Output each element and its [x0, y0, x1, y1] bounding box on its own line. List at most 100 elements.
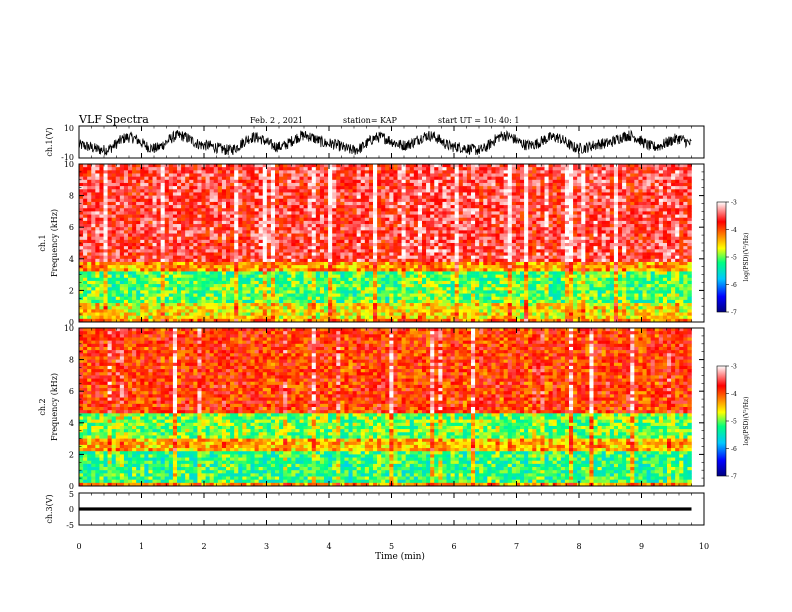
spectrogram-cell: [299, 182, 304, 187]
spectrogram-cell: [226, 208, 231, 212]
spectrogram-cell: [687, 182, 692, 187]
spectrogram-cell: [462, 220, 468, 225]
spectrogram-cell: [417, 208, 423, 212]
spectrogram-cell: [426, 179, 431, 184]
spectrogram-cell: [181, 201, 186, 206]
spectrogram-cell: [458, 236, 464, 241]
spectrogram-cell: [328, 211, 333, 215]
spectrogram-cell: [658, 258, 664, 263]
spectrogram-cell: [626, 258, 631, 263]
spectrogram-cell: [585, 211, 590, 215]
spectrogram-cell: [373, 236, 378, 241]
spectrogram-cell: [675, 220, 680, 225]
spectrogram-cell: [283, 227, 288, 231]
spectrogram-cell: [642, 205, 647, 209]
spectrogram-cell: [585, 261, 590, 266]
spectrogram-cell: [487, 217, 492, 222]
spectrogram-cell: [532, 230, 537, 234]
spectrogram-cell: [209, 170, 215, 174]
spectrogram-cell: [634, 192, 639, 196]
spectrogram-cell: [230, 189, 235, 193]
spectrogram-cell: [140, 201, 145, 206]
spectrogram-cell: [528, 182, 533, 187]
spectrogram-cell: [613, 261, 619, 266]
spectrogram-cell: [626, 261, 631, 266]
spectrogram-cell: [471, 220, 476, 225]
spectrogram-cell: [328, 189, 333, 193]
spectrogram-cell: [634, 258, 639, 263]
spectrogram-cell: [634, 246, 639, 250]
spectrogram-cell: [560, 217, 566, 222]
spectrogram-cell: [356, 182, 362, 187]
spectrogram-cell: [99, 233, 104, 237]
spectrogram-cell: [503, 205, 509, 209]
spectrogram-cell: [91, 227, 96, 231]
spectrogram-cell: [520, 205, 525, 209]
spectrogram-cell: [221, 198, 227, 203]
spectrogram-cell: [552, 201, 558, 206]
spectrogram-cell: [311, 176, 317, 181]
spectrogram-cell: [340, 236, 345, 241]
spectrogram-cell: [291, 167, 296, 171]
spectrogram-cell: [340, 220, 345, 225]
spectrogram-cell: [83, 227, 88, 231]
spectrogram-cell: [593, 201, 598, 206]
spectrogram-cell: [524, 224, 529, 228]
spectrogram-cell: [307, 252, 313, 256]
spectrogram-cell: [136, 198, 141, 203]
spectrogram-cell: [356, 249, 362, 253]
spectrogram-cell: [638, 252, 643, 256]
spectrogram-cell: [299, 214, 304, 219]
spectrogram-cell: [201, 214, 206, 219]
spectrogram-cell: [569, 220, 574, 225]
spectrogram-cell: [352, 217, 357, 222]
spectrogram-cell: [687, 186, 692, 190]
spectrogram-cell: [87, 233, 92, 237]
spectrogram-cell: [577, 205, 582, 209]
spectrogram-cell: [111, 249, 117, 253]
spectrogram-cell: [679, 224, 684, 228]
spectrogram-cell: [581, 195, 586, 200]
spectrogram-cell: [99, 164, 104, 168]
spectrogram-cell: [389, 236, 394, 241]
spectrogram-cell: [136, 214, 141, 219]
spectrogram-cell: [585, 220, 590, 225]
spectrogram-cell: [307, 249, 313, 253]
spectrogram-cell: [540, 249, 545, 253]
spectrogram-cell: [152, 227, 157, 231]
spectrogram-cell: [148, 179, 153, 184]
spectrogram-cell: [136, 265, 141, 269]
spectrogram-cell: [107, 173, 112, 177]
spectrogram-cell: [613, 170, 619, 174]
spectrogram-cell: [430, 243, 435, 247]
spectrogram-cell: [495, 252, 500, 256]
spectrogram-cell: [438, 227, 443, 231]
spectrogram-cell: [291, 198, 296, 203]
spectrogram-cell: [466, 246, 472, 250]
spectrogram-cell: [111, 201, 117, 206]
spectrogram-cell: [638, 205, 643, 209]
spectrogram-cell: [275, 195, 280, 200]
spectrogram-cell: [626, 236, 631, 241]
spectrogram-cell: [634, 205, 639, 209]
spectrogram-cell: [569, 192, 574, 196]
spectrogram-cell: [471, 164, 476, 168]
spectrogram-cell: [483, 192, 488, 196]
spectrogram-cell: [197, 239, 202, 244]
spectrogram-cell: [303, 220, 308, 225]
spectrogram-cell: [426, 252, 431, 256]
spectrogram-cell: [177, 265, 182, 269]
spectrogram-cell: [671, 261, 676, 266]
spectrogram-cell: [177, 195, 182, 200]
spectrogram-cell: [532, 201, 537, 206]
spectrogram-cell: [401, 179, 406, 184]
spectrogram-cell: [446, 201, 451, 206]
spectrogram-cell: [87, 201, 92, 206]
spectrogram-cell: [405, 170, 411, 174]
spectrogram-cell: [201, 182, 206, 187]
spectrogram-cell: [344, 211, 349, 215]
spectrogram-cell: [348, 224, 353, 228]
spectrogram-cell: [528, 243, 533, 247]
spectrogram-cell: [609, 217, 615, 222]
spectrogram-cell: [242, 230, 247, 234]
